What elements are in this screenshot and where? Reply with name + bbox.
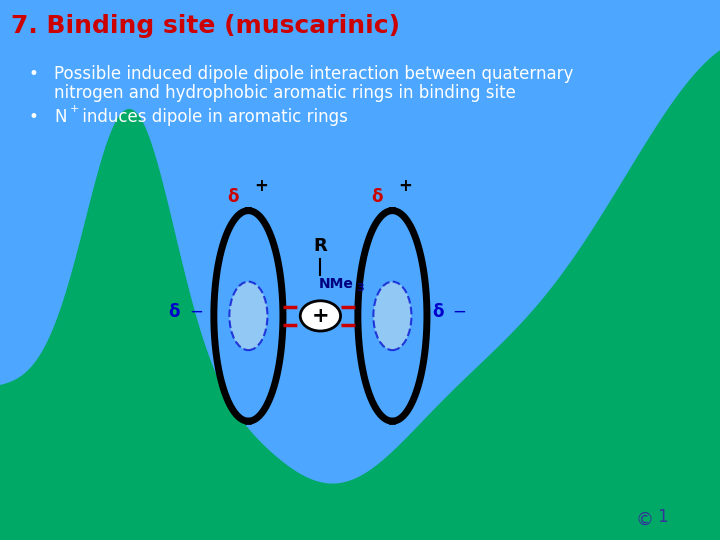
Text: δ: δ xyxy=(168,302,180,321)
Text: R: R xyxy=(313,237,328,255)
Text: δ: δ xyxy=(432,302,444,321)
Circle shape xyxy=(300,301,341,331)
Text: −: − xyxy=(452,302,467,321)
Text: 7. Binding site (muscarinic): 7. Binding site (muscarinic) xyxy=(11,14,400,37)
Text: ©: © xyxy=(635,510,654,529)
Text: +: + xyxy=(70,104,79,114)
Ellipse shape xyxy=(374,282,411,350)
Text: +: + xyxy=(254,177,269,195)
Text: N: N xyxy=(54,108,66,126)
Text: NMe: NMe xyxy=(319,276,354,291)
Text: 1: 1 xyxy=(657,508,667,526)
Text: −: − xyxy=(189,302,203,321)
Text: •: • xyxy=(29,108,39,126)
Polygon shape xyxy=(0,51,720,540)
Text: 3: 3 xyxy=(356,283,364,293)
Text: δ: δ xyxy=(371,188,382,206)
Ellipse shape xyxy=(230,282,267,350)
Text: •: • xyxy=(29,65,39,83)
Text: δ: δ xyxy=(227,188,238,206)
Text: nitrogen and hydrophobic aromatic rings in binding site: nitrogen and hydrophobic aromatic rings … xyxy=(54,84,516,102)
Text: Possible induced dipole dipole interaction between quaternary: Possible induced dipole dipole interacti… xyxy=(54,65,573,83)
Text: +: + xyxy=(312,306,329,326)
Text: +: + xyxy=(398,177,413,195)
Text: induces dipole in aromatic rings: induces dipole in aromatic rings xyxy=(77,108,348,126)
